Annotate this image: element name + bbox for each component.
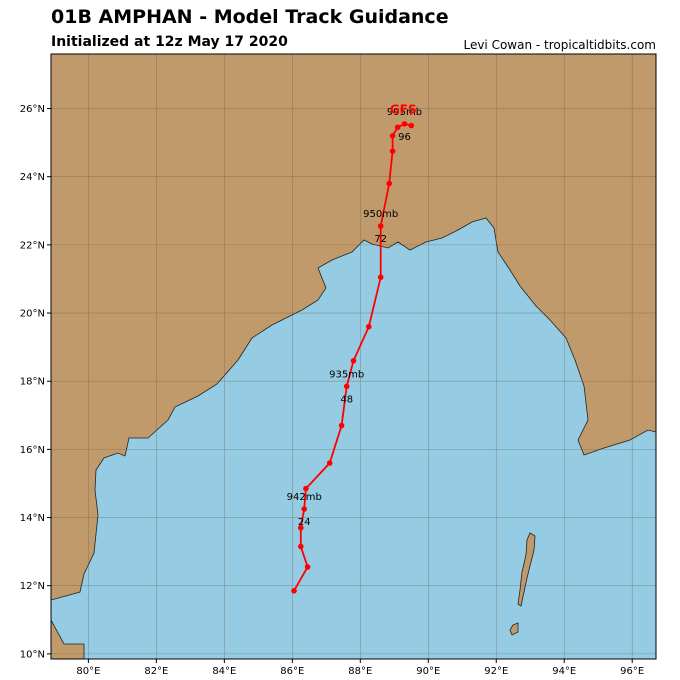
lat-tick-label-26: 26°N	[20, 104, 45, 115]
track-point	[350, 357, 357, 364]
model-label-gfs: GFS	[390, 103, 417, 117]
lon-tick-label-92: 92°E	[484, 666, 508, 677]
track-point	[298, 524, 304, 531]
lon-tick-label-86: 86°E	[280, 666, 304, 677]
hour-label-p942: 24	[298, 517, 311, 528]
track-point	[304, 564, 311, 570]
track-point	[386, 180, 392, 187]
lon-tick-label-88: 88°E	[348, 666, 372, 677]
pressure-label-p942: 942mb	[287, 492, 322, 503]
track-point	[301, 506, 308, 512]
track-point	[298, 543, 304, 550]
track-point	[408, 122, 415, 129]
lat-tick-label-24: 24°N	[20, 172, 45, 183]
track-point	[389, 148, 396, 154]
track-point	[291, 588, 297, 594]
lon-tick-label-82: 82°E	[144, 666, 168, 677]
andaman-island-south	[509, 622, 519, 636]
lon-tick-label-96: 96°E	[620, 666, 644, 677]
track-point	[338, 422, 345, 429]
lon-tick-label-80: 80°E	[76, 666, 100, 677]
track-layer: 942mb 24 935mb 48 950mb 72 995mb 96 GFS	[287, 103, 422, 594]
hour-label-p935: 48	[340, 394, 353, 405]
pressure-label-p950: 950mb	[363, 209, 398, 220]
track-point	[365, 323, 372, 330]
track-point	[326, 460, 333, 466]
srilanka-coast	[51, 619, 85, 659]
lat-tick-label-16: 16°N	[20, 445, 45, 456]
pressure-label-p935: 935mb	[329, 369, 364, 380]
chart-title: 01B AMPHAN - Model Track Guidance	[51, 6, 449, 28]
lat-tick-label-12: 12°N	[20, 581, 45, 592]
credit-text: Levi Cowan - tropicaltidbits.com	[463, 38, 656, 52]
map-frame	[50, 53, 657, 660]
lon-tick-label-94: 94°E	[552, 666, 576, 677]
lat-tick-label-14: 14°N	[20, 513, 45, 524]
map-area	[51, 54, 656, 659]
lat-tick-label-10: 10°N	[20, 649, 45, 660]
track-point	[377, 274, 384, 281]
pressure-label-p995: 995mb	[387, 107, 422, 118]
lon-tick-label-84: 84°E	[212, 666, 236, 677]
track-point	[377, 223, 384, 229]
track-point	[303, 485, 309, 492]
hour-label-p995: 96	[398, 132, 411, 143]
lon-tick-label-90: 90°E	[416, 666, 440, 677]
lat-tick-label-18: 18°N	[20, 377, 45, 388]
hour-label-p950: 72	[374, 234, 387, 245]
track-point	[389, 133, 396, 139]
track-point	[401, 121, 408, 127]
lat-tick-label-20: 20°N	[20, 309, 45, 320]
track-point	[394, 124, 401, 131]
chart-subtitle: Initialized at 12z May 17 2020	[51, 34, 288, 50]
lat-tick-label-22: 22°N	[20, 240, 45, 251]
grid-lines	[51, 54, 656, 659]
andaman-island-north	[517, 532, 536, 607]
axis-ticks: 80°E 82°E 84°E 86°E 88°E 90°E 92°E 94°E 96°E 10°N…	[20, 104, 644, 677]
track-point	[343, 383, 350, 390]
